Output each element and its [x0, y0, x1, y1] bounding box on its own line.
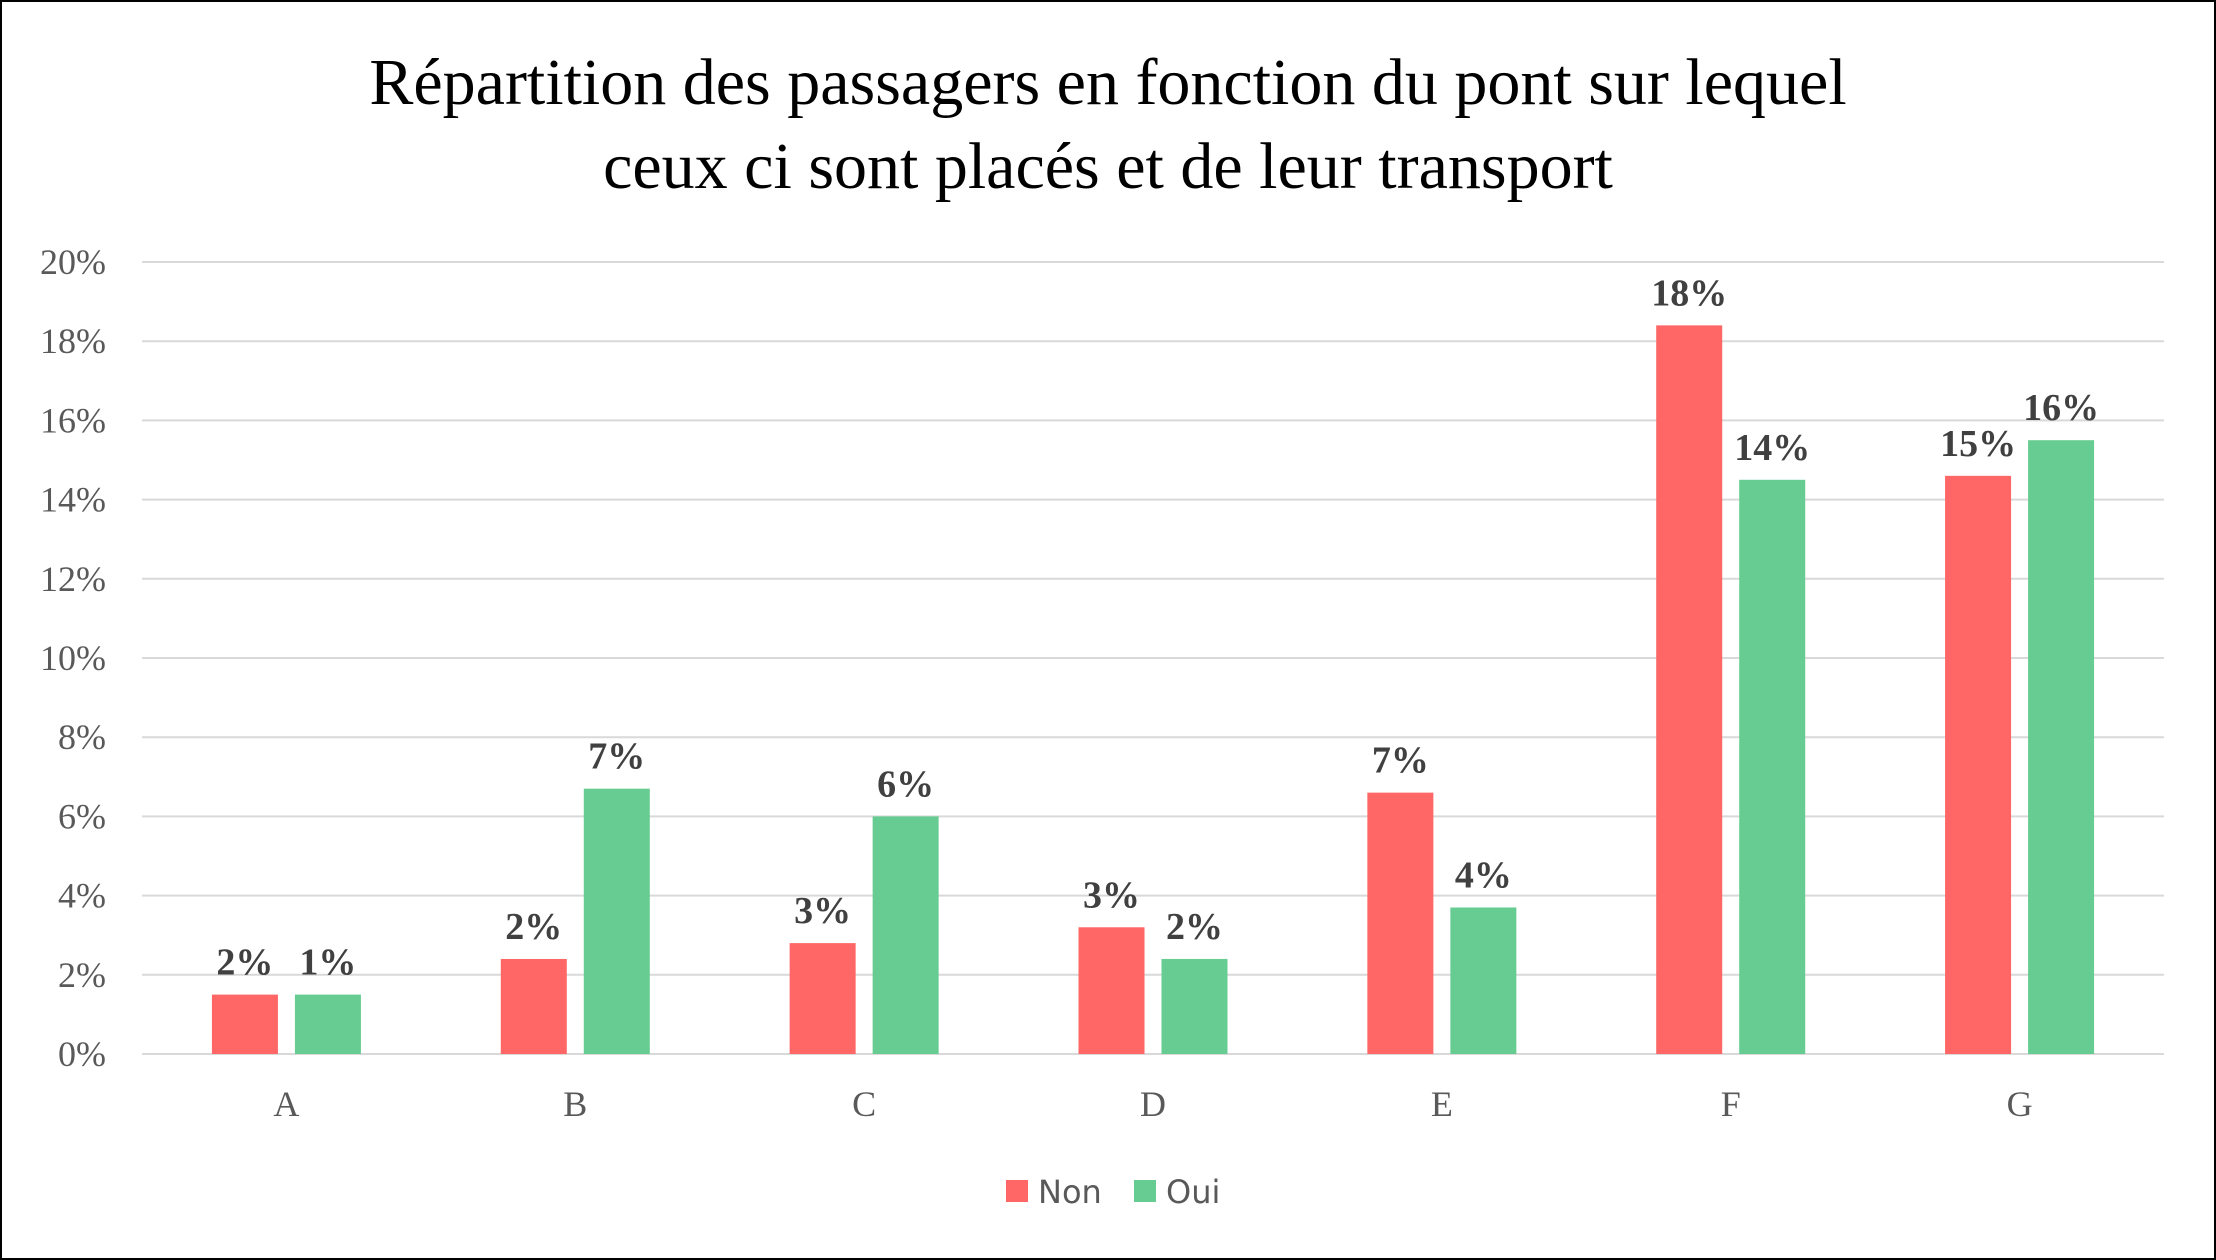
data-label-oui-c: 6%: [877, 763, 934, 805]
legend: Non Oui: [1006, 1173, 1220, 1211]
y-tick-label: 14%: [40, 480, 106, 520]
data-label-oui-e: 4%: [1455, 854, 1512, 896]
x-category-label: A: [273, 1084, 299, 1124]
bar-oui-c: [872, 816, 939, 1054]
x-category-label: G: [2007, 1084, 2033, 1124]
y-axis-ticks: 0% 2% 4% 6% 8% 10% 12% 14% 16% 18% 20%: [40, 242, 106, 1074]
legend-swatch-oui: [1134, 1180, 1156, 1202]
y-tick-label: 12%: [40, 559, 106, 599]
bar-non-g: [1945, 475, 2012, 1055]
data-label-oui-a: 1%: [299, 942, 356, 984]
data-label-non-f: 18%: [1651, 272, 1727, 314]
legend-label-oui: Oui: [1166, 1173, 1220, 1211]
bar-oui-b: [583, 788, 650, 1054]
bar-non-f: [1656, 325, 1723, 1054]
legend-label-non: Non: [1038, 1173, 1102, 1211]
data-label-non-b: 2%: [505, 906, 562, 948]
x-category-label: D: [1140, 1084, 1166, 1124]
x-category-label: B: [563, 1084, 587, 1124]
y-tick-label: 10%: [40, 638, 106, 678]
legend-swatch-non: [1006, 1180, 1028, 1202]
bar-non-b: [500, 958, 567, 1054]
y-tick-label: 2%: [58, 955, 106, 995]
data-label-non-d: 3%: [1083, 874, 1140, 916]
data-label-non-c: 3%: [794, 890, 851, 932]
x-category-label: F: [1721, 1084, 1741, 1124]
gridlines: [142, 261, 2164, 1055]
bar-oui-d: [1161, 958, 1228, 1054]
bar-oui-e: [1450, 907, 1517, 1054]
data-label-non-a: 2%: [216, 942, 273, 984]
data-label-non-g: 15%: [1940, 423, 2016, 465]
x-category-label: E: [1431, 1084, 1453, 1124]
x-axis-categories: A B C D E F G: [273, 1084, 2032, 1124]
y-tick-label: 6%: [58, 796, 106, 836]
y-tick-label: 16%: [40, 400, 106, 440]
data-label-non-e: 7%: [1372, 740, 1429, 782]
bar-oui-g: [2028, 440, 2095, 1054]
chart-title-line-2: ceux ci sont placés et de leur transport: [603, 130, 1613, 203]
chart-title-line-1: Répartition des passagers en fonction du…: [369, 46, 1846, 119]
bar-non-a: [211, 994, 278, 1054]
bar-non-d: [1078, 927, 1145, 1054]
bar-non-c: [789, 943, 856, 1054]
y-tick-label: 20%: [40, 242, 106, 282]
data-label-oui-f: 14%: [1734, 427, 1810, 469]
data-labels: 2% 1% 2% 7% 3% 6% 3% 2% 7% 4% 18% 14% 15%16%: [216, 272, 2099, 983]
data-label-oui-b: 7%: [588, 736, 645, 778]
y-tick-label: 8%: [58, 717, 106, 757]
bar-non-e: [1367, 792, 1434, 1054]
y-tick-label: 4%: [58, 876, 106, 916]
bars: [211, 325, 2095, 1055]
bar-oui-a: [294, 994, 361, 1054]
x-category-label: C: [852, 1084, 876, 1124]
data-label-oui-g: 16%: [2023, 387, 2099, 429]
y-tick-label: 0%: [58, 1034, 106, 1074]
data-label-oui-d: 2%: [1166, 906, 1223, 948]
y-tick-label: 18%: [40, 321, 106, 361]
bar-oui-f: [1739, 479, 1806, 1054]
